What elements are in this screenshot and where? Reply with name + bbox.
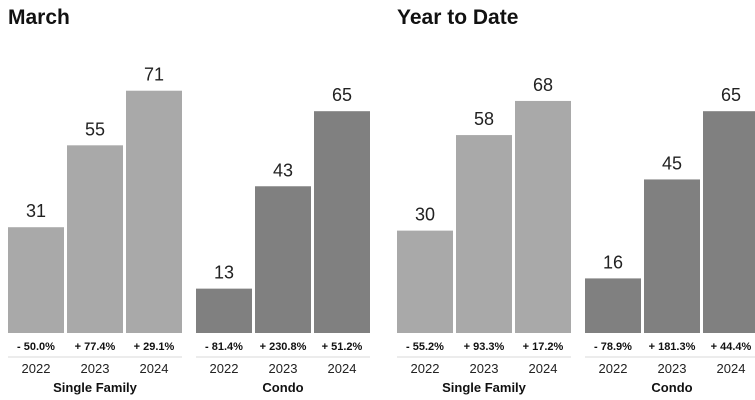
bar bbox=[8, 227, 64, 333]
bar bbox=[126, 90, 182, 334]
bar-value-label: 58 bbox=[474, 109, 494, 129]
group-label: Single Family bbox=[53, 380, 138, 395]
bar-value-label: 71 bbox=[144, 65, 164, 85]
percent-change-label: + 29.1% bbox=[134, 341, 175, 353]
bar bbox=[585, 278, 641, 333]
percent-change-label: - 50.0% bbox=[17, 341, 55, 353]
bar bbox=[255, 186, 311, 333]
chart-title: March bbox=[8, 6, 70, 29]
bar-value-label: 43 bbox=[273, 160, 293, 180]
bar-value-label: 68 bbox=[533, 75, 553, 95]
group-label: Condo bbox=[262, 380, 303, 395]
bar-value-label: 30 bbox=[415, 205, 435, 225]
bar-value-label: 13 bbox=[214, 263, 234, 283]
x-tick-label: 2023 bbox=[81, 361, 110, 376]
x-tick-label: 2023 bbox=[269, 361, 298, 376]
x-tick-label: 2022 bbox=[22, 361, 51, 376]
x-tick-label: 2022 bbox=[210, 361, 239, 376]
percent-change-label: + 51.2% bbox=[322, 341, 363, 353]
percent-change-label: + 77.4% bbox=[75, 341, 116, 353]
bar bbox=[456, 135, 512, 333]
bar-value-label: 45 bbox=[662, 153, 682, 173]
x-tick-label: 2022 bbox=[599, 361, 628, 376]
bar bbox=[397, 230, 453, 333]
percent-change-label: + 44.4% bbox=[711, 341, 752, 353]
bar bbox=[644, 179, 700, 333]
percent-change-label: - 55.2% bbox=[406, 341, 444, 353]
x-tick-label: 2024 bbox=[529, 361, 558, 376]
bar-value-label: 65 bbox=[332, 85, 352, 105]
bar bbox=[196, 288, 252, 333]
group-label: Condo bbox=[651, 380, 692, 395]
x-tick-label: 2022 bbox=[411, 361, 440, 376]
percent-change-label: + 181.3% bbox=[649, 341, 696, 353]
percent-change-label: - 78.9% bbox=[594, 341, 632, 353]
x-tick-label: 2024 bbox=[328, 361, 357, 376]
bar-value-label: 55 bbox=[85, 119, 105, 139]
percent-change-label: + 17.2% bbox=[523, 341, 564, 353]
bar-value-label: 31 bbox=[26, 201, 46, 221]
x-tick-label: 2024 bbox=[717, 361, 746, 376]
percent-change-label: + 230.8% bbox=[260, 341, 307, 353]
chart-title: Year to Date bbox=[397, 6, 518, 29]
bar bbox=[67, 145, 123, 333]
percent-change-label: + 93.3% bbox=[464, 341, 505, 353]
bar-value-label: 65 bbox=[721, 85, 741, 105]
percent-change-label: - 81.4% bbox=[205, 341, 243, 353]
bar bbox=[314, 111, 370, 333]
bar-value-label: 16 bbox=[603, 252, 623, 272]
x-tick-label: 2024 bbox=[140, 361, 169, 376]
x-tick-label: 2023 bbox=[658, 361, 687, 376]
bar bbox=[703, 111, 755, 333]
bar bbox=[515, 100, 571, 333]
x-tick-label: 2023 bbox=[470, 361, 499, 376]
group-label: Single Family bbox=[442, 380, 527, 395]
